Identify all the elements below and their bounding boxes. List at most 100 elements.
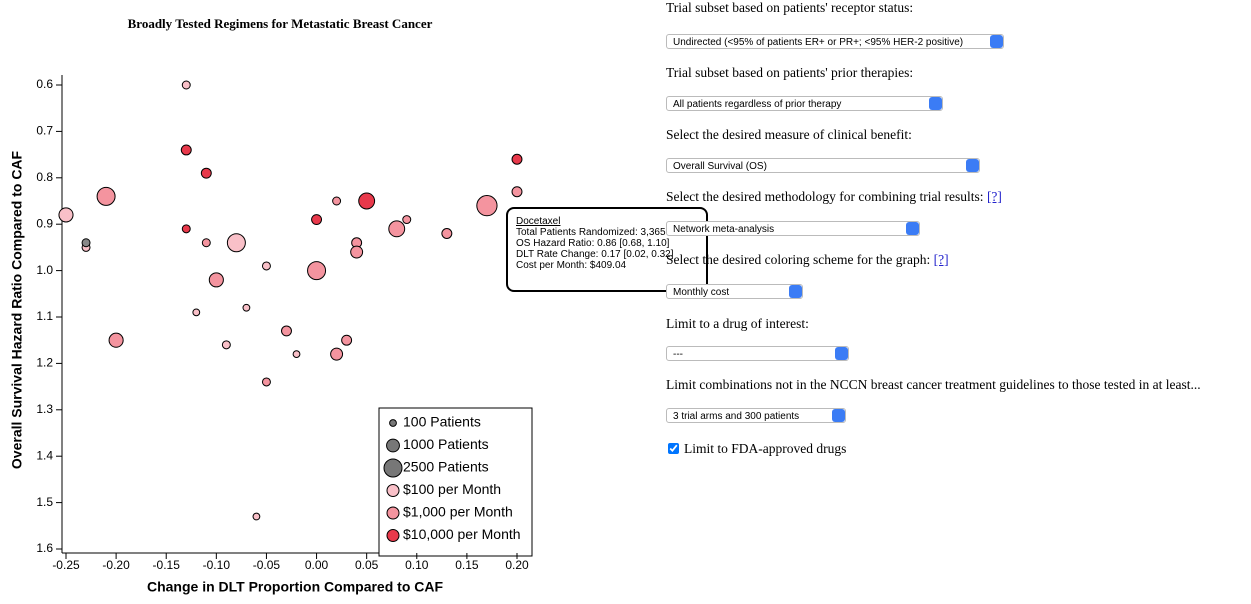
- point: [201, 238, 211, 248]
- legend-box: [378, 407, 533, 557]
- point: [261, 261, 271, 271]
- x-tick-label: 0.15: [455, 558, 479, 572]
- point: [332, 196, 342, 206]
- field-label: Select the desired measure of clinical b…: [666, 127, 912, 143]
- dropdown[interactable]: Undirected (<95% of patients ER+ or PR+;…: [666, 34, 1004, 49]
- point: [358, 192, 376, 210]
- x-tick-label: -0.05: [253, 558, 281, 572]
- chart: Broadly Tested Regimens for Metastatic B…: [9, 16, 533, 595]
- legend-label: $10,000 per Month: [403, 526, 521, 542]
- x-tick-label: -0.15: [153, 558, 181, 572]
- dropdown[interactable]: ---: [666, 346, 849, 361]
- point: [350, 245, 364, 259]
- point: [307, 261, 327, 281]
- x-tick-label: 0.00: [305, 558, 329, 572]
- point: [200, 167, 212, 179]
- point: [388, 220, 406, 238]
- point: [511, 153, 523, 165]
- chart-title: Broadly Tested Regimens for Metastatic B…: [128, 16, 433, 31]
- point: [311, 214, 323, 226]
- y-tick-label: 0.9: [36, 216, 53, 230]
- field-label: Limit combinations not in the NCCN breas…: [666, 377, 1201, 393]
- x-tick-label: 0.20: [505, 558, 529, 572]
- point: [511, 186, 523, 198]
- y-tick-label: 1.0: [36, 263, 53, 277]
- tooltip-title: Docetaxel: [516, 216, 561, 227]
- field-label-text: Limit to a drug of interest:: [666, 316, 809, 331]
- point: [292, 350, 301, 359]
- field-label: Limit to a drug of interest:: [666, 316, 809, 332]
- point: [208, 272, 224, 288]
- y-tick-label: 1.1: [36, 309, 53, 323]
- y-tick-label: 0.6: [36, 77, 53, 91]
- point: [341, 334, 353, 346]
- checkbox-label[interactable]: Limit to FDA-approved drugs: [684, 441, 847, 456]
- point: [226, 233, 246, 253]
- dropdown[interactable]: Overall Survival (OS): [666, 158, 980, 173]
- x-tick-label: 0.05: [355, 558, 379, 572]
- point: [96, 186, 116, 206]
- y-tick-label: 0.8: [36, 170, 53, 184]
- y-axis-label: Overall Survival Hazard Ratio Compared t…: [9, 150, 25, 469]
- point: [476, 195, 498, 217]
- field-label-text: Select the desired measure of clinical b…: [666, 127, 912, 142]
- point: [181, 224, 191, 234]
- y-tick-label: 1.4: [36, 448, 53, 462]
- legend-label: 1000 Patients: [403, 436, 489, 452]
- tooltip: Docetaxel Total Patients Randomized: 3,3…: [506, 207, 708, 292]
- dropdown[interactable]: Monthly cost: [666, 284, 803, 299]
- field-label-text: Trial subset based on patients' prior th…: [666, 65, 914, 80]
- point: [261, 377, 271, 387]
- point: [441, 228, 453, 239]
- point: [58, 207, 74, 223]
- tooltip-line: DLT Rate Change: 0.17 [0.02, 0.32]: [516, 249, 674, 260]
- x-axis-label: Change in DLT Proportion Compared to CAF: [147, 579, 444, 595]
- field-label-text: Limit combinations not in the NCCN breas…: [666, 377, 1201, 392]
- dropdown[interactable]: Network meta-analysis: [666, 221, 920, 236]
- field-label: Trial subset based on patients' prior th…: [666, 65, 913, 81]
- help-link[interactable]: [?]: [986, 189, 1002, 204]
- x-tick-label: -0.25: [52, 558, 80, 572]
- help-link[interactable]: [?]: [933, 252, 949, 267]
- point: [180, 144, 192, 156]
- point: [108, 332, 124, 348]
- legend-color-marker: [386, 484, 400, 497]
- point: [252, 512, 261, 521]
- legend-label: 2500 Patients: [403, 459, 489, 475]
- field-label: Select the desired methodology for combi…: [666, 189, 1002, 205]
- point: [81, 238, 91, 248]
- field-label-text: Select the desired coloring scheme for t…: [666, 252, 931, 267]
- legend-size-marker: [383, 458, 403, 478]
- dropdown[interactable]: 3 trial arms and 300 patients: [666, 408, 846, 423]
- field-label: Trial subset based on patients' receptor…: [666, 0, 913, 16]
- point: [242, 303, 251, 312]
- x-tick-label: -0.20: [102, 558, 130, 572]
- checkbox[interactable]: [668, 443, 679, 454]
- point: [281, 325, 292, 337]
- field-label-text: Trial subset based on patients' receptor…: [666, 0, 914, 15]
- tooltip-line: OS Hazard Ratio: 0.86 [0.68, 1.10]: [516, 238, 670, 249]
- y-tick-label: 1.3: [36, 402, 53, 416]
- legend-label: $1,000 per Month: [403, 504, 513, 520]
- dropdown[interactable]: All patients regardless of prior therapy: [666, 96, 943, 111]
- point: [192, 308, 201, 317]
- y-tick-label: 0.7: [36, 124, 53, 138]
- legend-label: $100 per Month: [403, 481, 501, 497]
- field-label: Select the desired coloring scheme for t…: [666, 252, 949, 268]
- legend-color-marker: [386, 506, 400, 520]
- legend-label: 100 Patients: [403, 414, 481, 430]
- point: [181, 80, 191, 90]
- legend-size-marker: [389, 419, 397, 427]
- field-label-text: Select the desired methodology for combi…: [666, 189, 984, 204]
- x-tick-label: 0.10: [405, 558, 429, 572]
- tooltip-line: Total Patients Randomized: 3,365: [516, 227, 666, 238]
- point: [221, 340, 231, 350]
- legend-color-marker: [386, 529, 400, 542]
- legend-size-marker: [386, 438, 400, 453]
- point: [402, 215, 412, 225]
- x-tick-label: -0.10: [203, 558, 231, 572]
- tooltip-line: Cost per Month: $409.04: [516, 260, 627, 271]
- checkbox-row[interactable]: Limit to FDA-approved drugs: [668, 441, 846, 457]
- y-tick-label: 1.5: [36, 495, 53, 509]
